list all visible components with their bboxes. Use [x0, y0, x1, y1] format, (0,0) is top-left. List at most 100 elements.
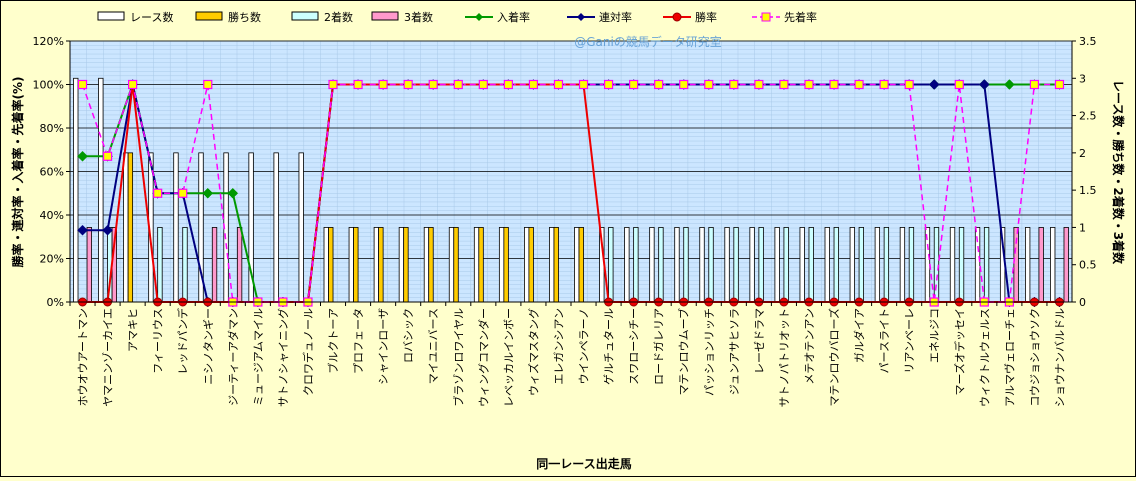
- bar-レース数: [73, 77, 79, 303]
- bar-レース数: [373, 227, 380, 303]
- bar-レース数: [473, 227, 480, 303]
- point-先着率: [328, 79, 338, 90]
- bar-レース数: [1050, 227, 1056, 303]
- point-先着率: [378, 79, 388, 90]
- bar-勝ち数: [328, 227, 334, 303]
- bar-勝ち数: [478, 227, 484, 303]
- bar-勝ち数: [503, 227, 509, 303]
- point-先着率: [704, 79, 714, 90]
- point-入着率: [77, 150, 88, 162]
- bar-レース数: [398, 227, 405, 303]
- y-left-tick-label: 0%: [47, 296, 64, 309]
- point-先着率: [428, 79, 438, 90]
- point-連対率: [102, 224, 113, 236]
- y-right-tick-label: 3.5: [1079, 35, 1097, 48]
- bar-勝ち数: [353, 227, 359, 303]
- bar-3着数: [1063, 227, 1069, 303]
- x-tick-label: ウィズマスタング: [526, 308, 540, 396]
- point-先着率: [453, 79, 463, 90]
- point-先着率: [203, 79, 213, 90]
- axes: 0% 20% 40% 60% 80% 100% 120% 0 0.5 1 1.5 2 2.5 3 3.5 ホウ…: [33, 35, 1097, 407]
- x-tick-label: ロードガレリア: [653, 308, 666, 385]
- bar-レース数: [949, 227, 956, 303]
- grid-lines: [69, 40, 1073, 303]
- x-tick-label: ミュージアムマイル: [252, 308, 265, 406]
- x-tick-label: フィーリウス: [152, 308, 165, 374]
- x-tick-label: マテンロウバローズ: [827, 308, 841, 406]
- bar-3着数: [86, 227, 92, 303]
- x-tick-label: ショウナンバルドル: [1053, 308, 1066, 407]
- point-先着率: [353, 79, 363, 90]
- bar-2着数: [182, 227, 188, 303]
- y-right-tick-label: 0: [1079, 296, 1086, 309]
- bar-勝ち数: [403, 227, 409, 303]
- point-入着率: [1004, 79, 1015, 90]
- point-入着率: [227, 187, 239, 199]
- point-先着率: [478, 79, 488, 90]
- point-先着率: [77, 79, 88, 90]
- bar-2着数: [658, 227, 664, 303]
- legend-swatch-レース数: [97, 11, 125, 21]
- x-tick-label: パースライト: [878, 308, 891, 373]
- bar-2着数: [958, 227, 965, 303]
- legend-swatch-勝ち数: [195, 11, 223, 21]
- bar-2着数: [733, 227, 739, 303]
- legend-swatch-2着数: [291, 11, 319, 21]
- x-tick-label: レーゼドラマ: [753, 308, 766, 374]
- bar-勝ち数: [127, 152, 134, 303]
- x-tick-label: ガルダイア: [852, 308, 866, 363]
- y-right-tick-label: 2.5: [1079, 110, 1097, 123]
- point-連対率: [928, 79, 940, 90]
- point-先着率: [603, 79, 614, 90]
- point-先着率: [578, 79, 589, 90]
- x-tick-label: エレガンシアン: [552, 308, 565, 385]
- x-tick-label: サトノパトリオット: [778, 308, 791, 407]
- legend-swatch-3着数: [371, 11, 399, 21]
- x-tick-label: サトノシャイニング: [276, 308, 290, 407]
- point-先着率: [779, 79, 789, 90]
- legend-label-入着率: 入着率: [497, 10, 530, 24]
- bar-レース数: [749, 227, 755, 303]
- bar-勝ち数: [428, 227, 434, 303]
- x-tick-label: ジュンアサヒソラ: [728, 308, 741, 395]
- watermark: @Ganiの競馬データ研究室: [574, 34, 722, 49]
- x-tick-label: ニシノタンギー: [202, 308, 215, 385]
- x-tick-label: コウジョショウソク: [1028, 308, 1041, 407]
- x-tick-label: マイユニバース: [427, 308, 440, 384]
- bar-レース数: [1025, 227, 1031, 303]
- legend: レース数 勝ち数 2着数 3着数 入着率 連対率 勝率 先着率: [97, 10, 817, 24]
- y-right-tick-label: 1: [1079, 221, 1086, 234]
- point-先着率: [528, 79, 539, 90]
- point-先着率: [128, 79, 138, 90]
- bar-レース数: [899, 227, 906, 303]
- legend-marker-勝率: [672, 12, 682, 22]
- bar-2着数: [608, 227, 614, 303]
- point-先着率: [854, 79, 864, 90]
- point-先着率: [1029, 79, 1040, 90]
- bar-レース数: [799, 227, 805, 303]
- legend-label-先着率: 先着率: [784, 10, 817, 24]
- point-先着率: [629, 79, 639, 90]
- x-tick-label: エネルジコ: [928, 308, 941, 363]
- bar-レース数: [549, 227, 555, 303]
- bar-レース数: [849, 227, 855, 303]
- bar-2着数: [858, 227, 864, 303]
- bar-レース数: [348, 227, 354, 303]
- point-入着率: [202, 187, 214, 199]
- point-先着率: [153, 188, 163, 198]
- bar-レース数: [524, 227, 530, 303]
- legend-marker-先着率: [761, 12, 771, 22]
- bar-レース数: [674, 227, 680, 303]
- point-先着率: [403, 79, 413, 90]
- legend-label-2着数: 2着数: [324, 10, 353, 24]
- x-tick-label: レベッカルインボー: [502, 308, 515, 407]
- y-left-tick-label: 20%: [40, 253, 64, 266]
- x-tick-label: ブラゾンロワイヤル: [451, 308, 465, 407]
- point-先着率: [829, 79, 839, 90]
- y-right-tick-label: 1.5: [1079, 184, 1097, 197]
- x-tick-label: ブルクトーア: [326, 308, 340, 374]
- bar-レース数: [323, 227, 329, 303]
- legend-label-勝ち数: 勝ち数: [228, 10, 261, 24]
- x-tick-label: マーズオデッセイ: [952, 308, 966, 395]
- point-連対率: [77, 224, 88, 236]
